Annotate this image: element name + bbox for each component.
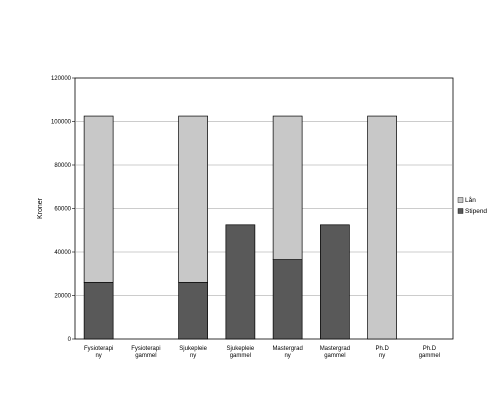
bars — [83, 115, 397, 340]
x-category-label: Sjukepleie — [179, 346, 207, 352]
x-category-label: ny — [95, 353, 101, 359]
x-category-label: gammel — [135, 353, 156, 359]
y-tick-label: 40000 — [54, 250, 71, 256]
x-category-label: Fysioterapi — [131, 346, 160, 352]
y-tick-label: 120000 — [51, 76, 72, 82]
bar-segment-stipend — [272, 259, 303, 340]
legend-swatch — [457, 208, 464, 214]
y-tick-label: 100000 — [51, 120, 72, 126]
x-category-label: gammel — [230, 353, 251, 359]
x-category-label: gammel — [419, 353, 440, 359]
x-category-label: Fysioterapi — [84, 346, 113, 352]
x-category-label: Ph.D — [375, 346, 389, 352]
x-category-label: Mastergrad — [320, 346, 350, 352]
x-category-label: Mastergrad — [272, 346, 302, 352]
x-category-label: ny — [379, 353, 385, 359]
x-category-label: Sjukepleie — [227, 346, 255, 352]
x-category-label: Ph.D — [423, 346, 437, 352]
y-tick-label: 0 — [68, 337, 72, 343]
legend: Lån Stipend — [457, 196, 487, 215]
legend-label: Stipend — [465, 208, 487, 215]
legend-label: Lån — [465, 196, 476, 204]
x-category-label: gammel — [324, 353, 345, 359]
legend-swatch — [457, 197, 464, 203]
y-tick-label: 60000 — [54, 207, 71, 213]
bar-segment-l-n — [367, 115, 397, 340]
bar-segment-stipend — [83, 282, 114, 340]
y-axis-ticks: 0 20000 40000 60000 80000 100000 120000 — [51, 76, 75, 343]
bar-segment-stipend — [225, 224, 256, 340]
x-category-label: ny — [284, 353, 290, 359]
bar-segment-l-n — [272, 115, 303, 260]
bar-segment-stipend — [320, 224, 350, 340]
y-axis-title: Kroner — [37, 197, 44, 219]
y-tick-label: 80000 — [54, 163, 71, 169]
x-axis-labels: FysioterapinyFysioterapigammelSjukepleie… — [84, 346, 440, 359]
x-category-label: ny — [190, 353, 196, 359]
bar-segment-l-n — [178, 115, 208, 283]
bar-segment-l-n — [83, 115, 114, 283]
y-tick-label: 20000 — [54, 294, 71, 300]
bar-segment-stipend — [178, 282, 208, 340]
